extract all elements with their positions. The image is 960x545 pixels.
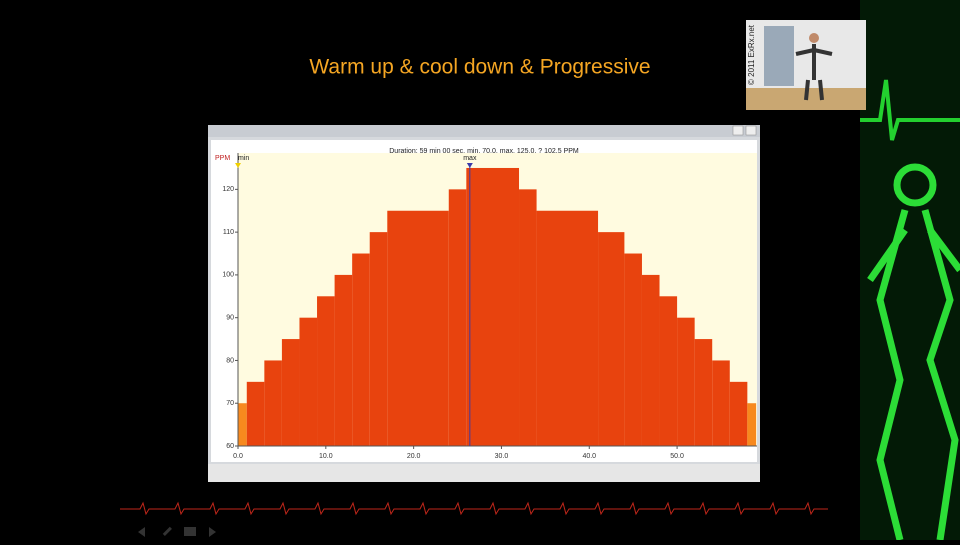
x-tick-label: 30.0 xyxy=(495,453,509,460)
y-tick-label: 90 xyxy=(226,315,234,322)
y-tick-label: 80 xyxy=(226,357,234,364)
y-axis-label: PPM xyxy=(215,155,230,162)
plot: 60 70 80 90 100 110 120 0.0 10.0 20.0 30.0 40.0 50.0… xyxy=(222,153,757,460)
nav-icons xyxy=(138,526,216,537)
bar xyxy=(694,339,713,446)
bar xyxy=(536,210,599,446)
chart-subtitle: Duration: 59 min 00 sec, min. 70.0, max.… xyxy=(389,148,579,155)
y-tick-label: 110 xyxy=(223,229,234,236)
prev-icon[interactable] xyxy=(138,527,145,537)
bar xyxy=(246,381,265,446)
bar xyxy=(238,403,247,446)
bar xyxy=(334,274,353,446)
photo-thumbnail: © 2011 ExRx.net xyxy=(746,20,866,110)
bar xyxy=(641,274,660,446)
max-marker xyxy=(466,163,473,168)
bar xyxy=(299,317,318,446)
bar xyxy=(519,189,537,446)
x-tick-label: 0.0 xyxy=(233,453,243,460)
x-tick-label: 40.0 xyxy=(582,453,596,460)
bar xyxy=(448,189,467,446)
slide-title: Warm up & cool down & Progressive xyxy=(309,56,650,79)
x-tick-label: 20.0 xyxy=(407,453,421,460)
y-tick-label: 70 xyxy=(226,400,234,407)
bar xyxy=(281,339,300,446)
runner-decoration xyxy=(860,0,960,541)
min-marker-label: min xyxy=(238,155,249,162)
next-icon[interactable] xyxy=(209,527,216,537)
bar xyxy=(352,253,370,446)
menu-icon[interactable] xyxy=(184,527,196,536)
max-marker-label: max xyxy=(463,155,477,162)
bar xyxy=(466,167,520,446)
bar xyxy=(387,210,449,446)
y-tick-label: 100 xyxy=(222,272,234,279)
y-tick-label: 120 xyxy=(222,186,234,193)
bar xyxy=(677,317,695,446)
pen-icon[interactable] xyxy=(162,526,172,536)
bar xyxy=(369,232,388,446)
bar xyxy=(598,232,625,446)
y-tick-label: 60 xyxy=(226,443,234,450)
bar xyxy=(264,360,282,446)
min-marker xyxy=(235,163,241,168)
ecg-decoration xyxy=(120,501,828,516)
x-tick-label: 10.0 xyxy=(319,453,333,460)
bar xyxy=(712,360,730,446)
bar xyxy=(729,381,748,446)
x-tick-label: 50.0 xyxy=(670,453,684,460)
bar xyxy=(659,296,678,446)
bar xyxy=(747,403,757,446)
bar xyxy=(624,253,642,446)
bar xyxy=(317,296,335,446)
photo-credit: © 2011 ExRx.net xyxy=(747,24,756,85)
